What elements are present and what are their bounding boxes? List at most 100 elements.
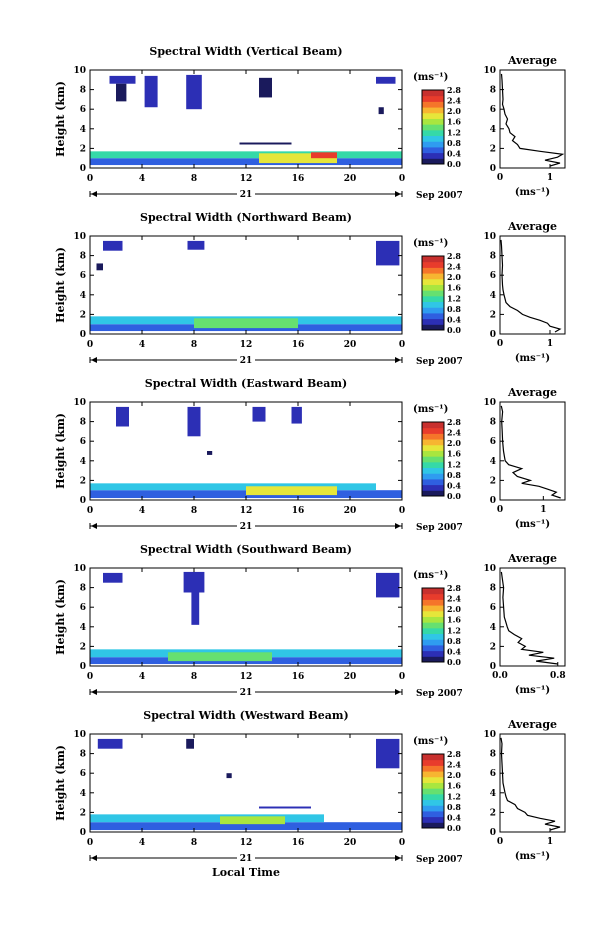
colorbar-tick-label: 1.2	[447, 293, 461, 303]
heatmap-cell-1	[90, 158, 402, 166]
colorbar-tick-label: 1.6	[447, 117, 461, 127]
y-axis-title: Height (km)	[54, 413, 67, 489]
heatmap-cell-3	[246, 486, 337, 496]
colorbar-segment	[422, 301, 444, 308]
day-label-bg	[237, 521, 255, 531]
colorbar-segment	[422, 427, 444, 434]
average-y-tick-label: 8	[490, 584, 496, 594]
colorbar-segment	[422, 656, 444, 663]
colorbar-tick-label: 0.8	[447, 802, 461, 812]
colorbar-tick-label: 1.2	[447, 791, 461, 801]
colorbar-segment	[422, 273, 444, 280]
x-tick-label: 0	[399, 506, 405, 516]
y-axis-title: Height (km)	[54, 745, 67, 821]
y-tick-label: 0	[80, 828, 86, 838]
heatmap-cell-3	[168, 652, 272, 662]
colorbar-segment	[422, 450, 444, 457]
average-x-tick-label: 1	[547, 837, 553, 847]
y-tick-label: 6	[80, 437, 86, 447]
average-x-axis-title: (ms⁻¹)	[515, 187, 550, 198]
colorbar-segment	[422, 650, 444, 657]
average-profile-line	[500, 571, 558, 665]
average-y-tick-label: 2	[490, 808, 496, 818]
colorbar-segment	[422, 278, 444, 285]
colorbar-segment	[422, 484, 444, 491]
average-x-axis-title: (ms⁻¹)	[515, 519, 550, 530]
y-axis-title: Height (km)	[54, 247, 67, 323]
colorbar-tick-label: 2.0	[447, 438, 461, 448]
heatmap-cell-3	[194, 318, 298, 329]
y-tick-label: 8	[80, 86, 86, 96]
average-title: Average	[507, 718, 557, 731]
average-x-tick-label: 0.0	[492, 671, 508, 681]
colorbar-segment	[422, 622, 444, 629]
colorbar-unit: (ms⁻¹)	[413, 736, 448, 747]
colorbar-segment	[422, 759, 444, 766]
average-y-tick-label: 0	[490, 164, 496, 174]
average-x-tick-label: 0	[497, 505, 503, 515]
average-y-tick-label: 6	[490, 437, 496, 447]
colorbar-segment	[422, 158, 444, 165]
heatmap-cell-7	[376, 738, 400, 769]
panel-title: Spectral Width (Vertical Beam)	[149, 45, 342, 58]
average-x-axis-title: (ms⁻¹)	[515, 353, 550, 364]
y-tick-label: 6	[80, 769, 86, 779]
y-tick-label: 4	[80, 789, 86, 799]
heatmap-cell-3	[220, 816, 285, 825]
colorbar-unit: (ms⁻¹)	[413, 570, 448, 581]
y-tick-label: 2	[80, 144, 86, 154]
y-tick-label: 4	[80, 457, 86, 467]
heatmap-cell-5	[187, 240, 205, 250]
x-tick-label: 4	[139, 672, 145, 682]
average-y-tick-label: 8	[490, 750, 496, 760]
colorbar-tick-label: 2.8	[447, 583, 461, 593]
y-tick-label: 4	[80, 623, 86, 633]
day-arrow-right	[395, 855, 401, 861]
x-tick-label: 0	[87, 506, 93, 516]
average-frame	[499, 69, 566, 169]
average-profile-line	[500, 239, 562, 333]
day-label-bg	[237, 355, 255, 365]
x-tick-label: 16	[292, 174, 305, 184]
day-arrow-left	[91, 191, 97, 197]
colorbar-tick-label: 2.8	[447, 749, 461, 759]
panel-4: Spectral Width (Southward Beam) 0 2 4 6 8 10 0 4…	[54, 543, 566, 699]
heatmap-cell-5	[239, 142, 292, 145]
day-arrow-left	[91, 523, 97, 529]
average-y-tick-label: 10	[483, 66, 496, 76]
average-title: Average	[507, 386, 557, 399]
colorbar-tick-label: 0.0	[447, 657, 461, 667]
colorbar-unit: (ms⁻¹)	[413, 238, 448, 249]
day-arrow-right	[395, 357, 401, 363]
average-y-tick-label: 8	[490, 418, 496, 428]
colorbar-segment	[422, 467, 444, 474]
colorbar-tick-label: 0.4	[447, 148, 461, 158]
x-tick-label: 4	[139, 174, 145, 184]
colorbar-segment	[422, 478, 444, 486]
date-label: Sep 2007	[416, 689, 463, 699]
average-x-axis-title: (ms⁻¹)	[515, 685, 550, 696]
average-y-tick-label: 2	[490, 642, 496, 652]
x-tick-label: 0	[87, 174, 93, 184]
x-tick-label: 0	[399, 838, 405, 848]
colorbar-segment	[422, 124, 444, 131]
x-tick-label: 12	[240, 340, 253, 350]
colorbar-segment	[422, 129, 444, 137]
y-tick-label: 2	[80, 310, 86, 320]
average-y-tick-label: 4	[490, 623, 496, 633]
colorbar-tick-label: 2.4	[447, 594, 461, 604]
colorbar-unit: (ms⁻¹)	[413, 404, 448, 415]
colorbar-unit: (ms⁻¹)	[413, 72, 448, 83]
average-profile-line	[500, 73, 565, 167]
colorbar-segment	[422, 776, 444, 783]
average-y-tick-label: 2	[490, 310, 496, 320]
date-label: Sep 2007	[416, 191, 463, 201]
colorbar-segment	[422, 290, 444, 297]
day-arrow-right	[395, 523, 401, 529]
x-tick-label: 8	[191, 672, 197, 682]
average-frame	[499, 733, 566, 833]
x-tick-label: 12	[240, 506, 253, 516]
heatmap-cell-4	[311, 152, 337, 159]
average-y-tick-label: 0	[490, 330, 496, 340]
